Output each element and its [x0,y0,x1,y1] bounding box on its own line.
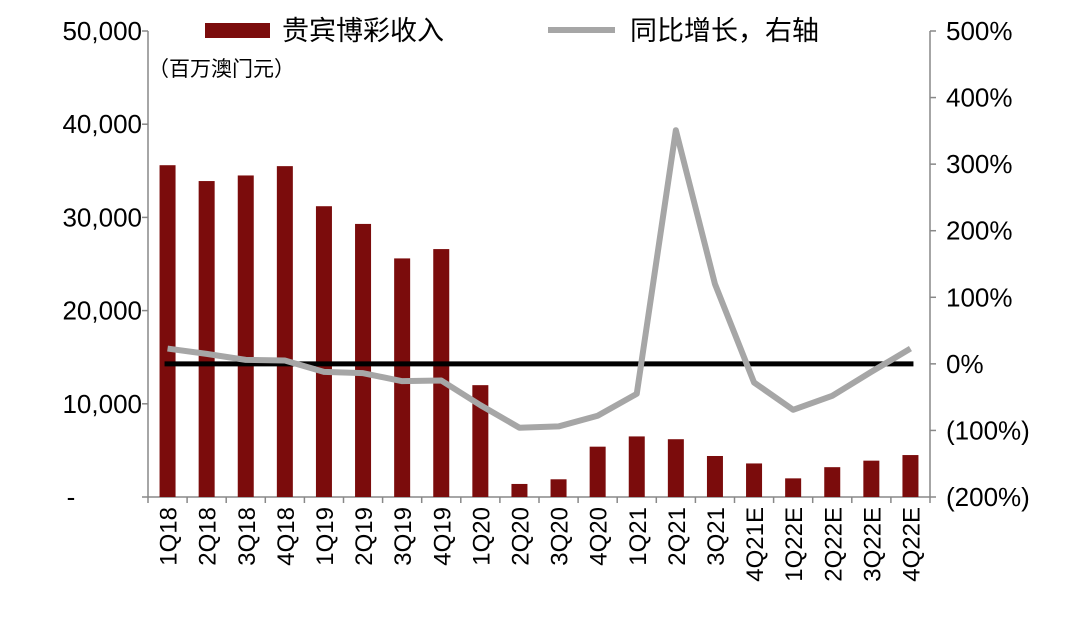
right-tick-label: (100%) [946,415,1030,445]
x-tick-label: 2Q18 [195,507,222,566]
left-tick-label: 40,000 [62,109,142,139]
left-tick-label: 10,000 [62,389,142,419]
bar [433,249,449,497]
x-tick-label: 3Q18 [234,507,261,566]
left-tick-label: - [67,482,76,512]
right-tick-label: 400% [946,83,1013,113]
legend-bar-swatch [205,23,270,38]
bar [824,467,840,497]
bar [551,479,567,497]
left-tick-label: 30,000 [62,202,142,232]
bar [316,206,332,497]
bar [902,455,918,497]
x-tick-label: 2Q22E [820,507,847,582]
right-tick-label: (200%) [946,482,1030,512]
x-tick-label: 1Q21 [625,507,652,566]
x-tick-label: 2Q20 [507,507,534,566]
bar [590,447,606,497]
legend-bar-label: 贵宾博彩收入 [282,16,444,46]
bar [238,175,254,497]
bar [746,463,762,497]
x-tick-label: 3Q22E [859,507,886,582]
left-tick-label: 50,000 [62,16,142,46]
legend-line-label: 同比增长，右轴 [630,16,819,46]
bar [199,181,215,497]
x-tick-label: 2Q19 [351,507,378,566]
x-tick-label: 3Q20 [547,507,574,566]
x-tick-label: 1Q20 [468,507,495,566]
left-tick-label: 20,000 [62,296,142,326]
right-tick-label: 100% [946,282,1013,312]
x-tick-label: 4Q20 [586,507,613,566]
right-tick-label: 200% [946,216,1013,246]
bar [785,478,801,497]
bar [511,484,527,497]
bar [160,165,176,497]
bar [355,224,371,497]
x-tick-label: 1Q19 [312,507,339,566]
x-tick-label: 3Q19 [390,507,417,566]
x-tick-label: 3Q21 [703,507,730,566]
right-tick-label: 0% [946,349,984,379]
x-tick-label: 1Q22E [781,507,808,582]
unit-label: （百万澳门元） [148,58,295,81]
right-tick-label: 300% [946,149,1013,179]
bar [707,456,723,497]
x-tick-label: 4Q18 [273,507,300,566]
bar [277,166,293,497]
x-tick-label: 4Q21E [742,507,769,582]
x-tick-label: 1Q18 [156,507,183,566]
x-tick-label: 4Q22E [898,507,925,582]
right-tick-label: 500% [946,16,1013,46]
bar [863,461,879,497]
x-tick-label: 4Q19 [429,507,456,566]
x-tick-label: 2Q21 [664,507,691,566]
bar [629,436,645,497]
bar [668,439,684,497]
